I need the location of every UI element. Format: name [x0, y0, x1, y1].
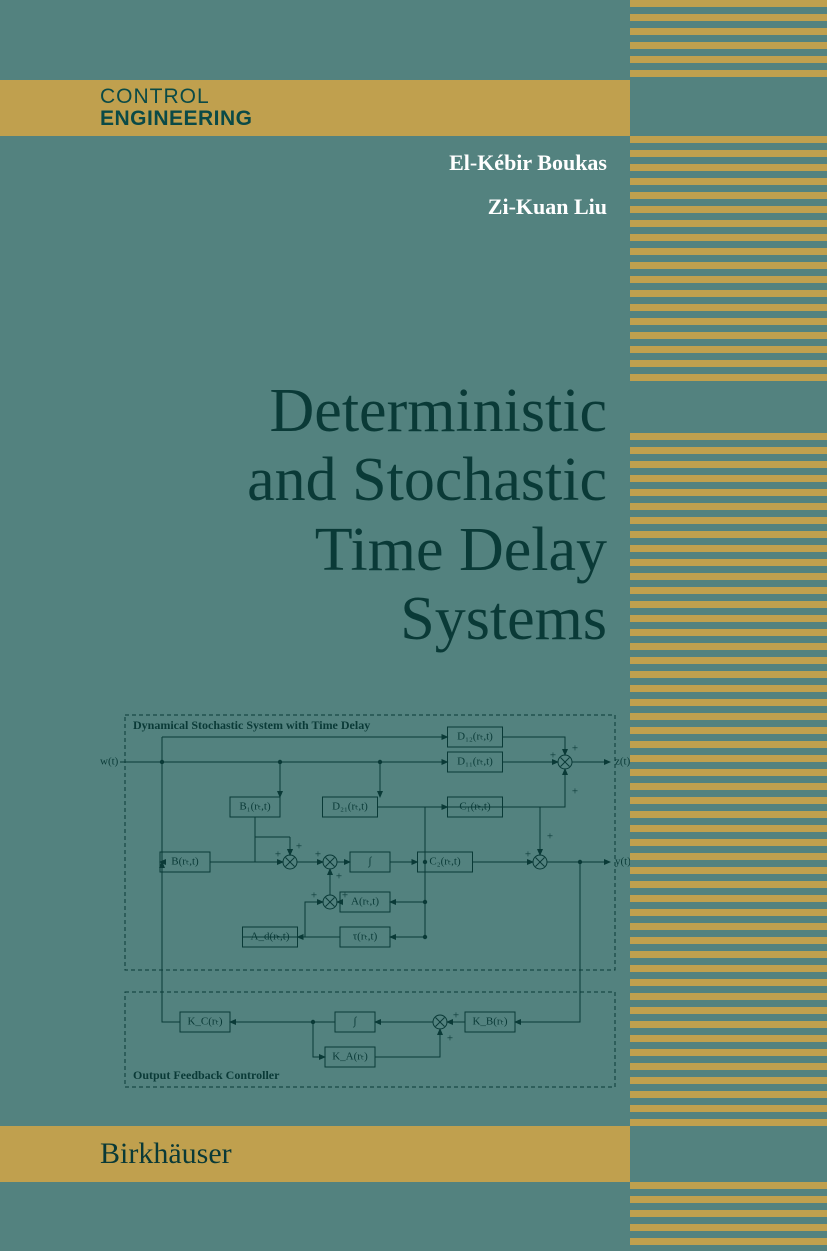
svg-text:+: +: [525, 849, 531, 861]
svg-text:+: +: [572, 743, 578, 755]
svg-text:K_C(rₜ): K_C(rₜ): [187, 1016, 222, 1028]
svg-text:y(t): y(t): [615, 856, 630, 868]
svg-text:+: +: [547, 831, 553, 843]
svg-text:+: +: [336, 871, 342, 883]
svg-text:+: +: [311, 890, 317, 902]
title-line-3: Time Delay: [247, 516, 607, 585]
svg-text:+: +: [315, 849, 321, 861]
author-2: Zi-Kuan Liu: [449, 194, 607, 220]
authors-block: El-Kébir Boukas Zi-Kuan Liu: [449, 150, 607, 238]
svg-text:Output Feedback Controller: Output Feedback Controller: [133, 1068, 280, 1082]
svg-text:+: +: [342, 890, 348, 902]
svg-text:+: +: [296, 841, 302, 853]
svg-text:C₂(rₜ,t): C₂(rₜ,t): [429, 856, 461, 868]
stripe-region-mid1: [630, 136, 827, 377]
publisher-name: Birkhäuser: [100, 1137, 232, 1171]
svg-text:A(rₜ,t): A(rₜ,t): [351, 896, 379, 908]
svg-text:∫: ∫: [352, 1016, 357, 1028]
svg-text:τ(rₜ,t): τ(rₜ,t): [353, 931, 378, 943]
svg-text:+: +: [275, 849, 281, 861]
svg-text:B(rₜ,t): B(rₜ,t): [171, 856, 199, 868]
title-line-1: Deterministic: [247, 377, 607, 446]
svg-text:+: +: [453, 1010, 459, 1022]
diagram-svg: Dynamical Stochastic System with Time De…: [90, 707, 630, 1107]
title-line-2: and Stochastic: [247, 446, 607, 515]
stripe-region-bot: [630, 1182, 827, 1251]
stripe-region-top: [630, 0, 827, 80]
svg-text:∫: ∫: [367, 856, 372, 868]
svg-text:+: +: [572, 786, 578, 798]
svg-text:+: +: [447, 1033, 453, 1045]
series-line1: CONTROL: [100, 86, 253, 108]
series-band: CONTROL ENGINEERING: [0, 80, 630, 136]
svg-text:D₂₁(rₜ,t): D₂₁(rₜ,t): [332, 801, 368, 813]
publisher-band: Birkhäuser: [0, 1126, 630, 1182]
svg-text:Dynamical Stochastic System wi: Dynamical Stochastic System with Time De…: [133, 718, 370, 732]
svg-text:B₁(rₜ,t): B₁(rₜ,t): [239, 801, 271, 813]
stripe-region-mid2: [630, 433, 827, 1126]
svg-text:K_A(rₜ): K_A(rₜ): [332, 1051, 368, 1063]
series-line2: ENGINEERING: [100, 108, 253, 130]
series-label: CONTROL ENGINEERING: [100, 86, 253, 130]
svg-text:+: +: [550, 750, 556, 762]
svg-text:D₁₂(rₜ,t): D₁₂(rₜ,t): [457, 731, 493, 743]
title-line-4: Systems: [247, 585, 607, 654]
author-1: El-Kébir Boukas: [449, 150, 607, 176]
svg-text:z(t): z(t): [615, 756, 630, 768]
svg-text:w(t): w(t): [100, 756, 119, 768]
svg-text:D₁₁(rₜ,t): D₁₁(rₜ,t): [457, 756, 493, 768]
book-title: Deterministic and Stochastic Time Delay …: [247, 377, 607, 655]
svg-text:K_B(rₜ): K_B(rₜ): [472, 1016, 507, 1028]
block-diagram: Dynamical Stochastic System with Time De…: [90, 707, 630, 1107]
